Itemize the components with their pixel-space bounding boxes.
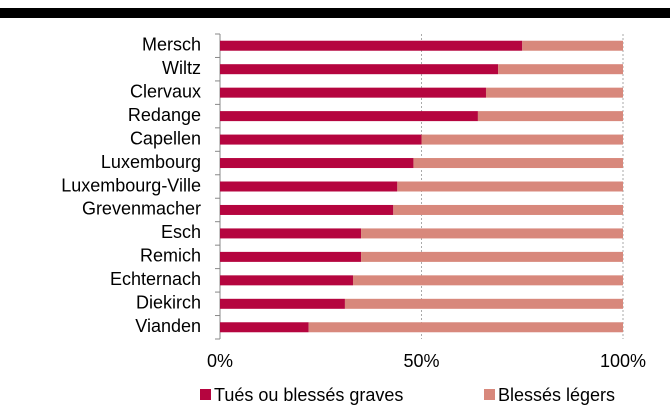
bar-segment (220, 322, 309, 333)
y-tick-label: Echternach (110, 269, 201, 289)
bar-segment (220, 40, 523, 51)
legend-label: Blessés légers (498, 385, 615, 405)
bar-segment (220, 251, 362, 262)
y-tick-label: Mersch (142, 34, 201, 54)
bar-segment (522, 40, 623, 51)
legend-label: Tués ou blessés graves (214, 385, 403, 405)
y-tick-label: Redange (128, 105, 201, 125)
bar-segment (220, 275, 353, 286)
bar-segment (220, 111, 478, 122)
y-tick-label: Remich (140, 246, 201, 266)
bar-segment (352, 275, 623, 286)
bar-segment (220, 134, 422, 145)
bar-segment (361, 251, 623, 262)
y-tick-label: Capellen (130, 128, 201, 148)
y-tick-label: Vianden (135, 316, 201, 336)
header-bar (0, 8, 670, 18)
x-tick-label: 0% (207, 351, 233, 371)
bar-segment (220, 228, 362, 239)
bar-segment (477, 111, 623, 122)
x-tick-label: 100% (600, 351, 646, 371)
bar-segment (498, 64, 623, 75)
y-tick-label: Clervaux (130, 81, 201, 101)
bar-segment (220, 158, 414, 169)
y-tick-label: Luxembourg-Ville (61, 175, 201, 195)
y-tick-label: Esch (161, 222, 201, 242)
bar-segment (308, 322, 623, 333)
bar-segment (413, 158, 623, 169)
bar-segment (220, 87, 486, 98)
bar-segment (220, 298, 345, 309)
bar-segment (485, 87, 623, 98)
bar-segment (421, 134, 623, 145)
bar-segment (220, 181, 398, 192)
bar-segment (393, 204, 623, 215)
bar-segment (344, 298, 623, 309)
y-tick-label: Luxembourg (101, 152, 201, 172)
bar-segment (361, 228, 623, 239)
legend-swatch (484, 389, 495, 400)
bar-segment (220, 64, 499, 75)
y-tick-label: Grevenmacher (82, 199, 201, 219)
x-tick-label: 50% (403, 351, 439, 371)
y-tick-label: Diekirch (136, 293, 201, 313)
y-tick-label: Wiltz (162, 58, 201, 78)
legend-swatch (200, 389, 211, 400)
bar-segment (220, 204, 394, 215)
bar-segment (397, 181, 623, 192)
